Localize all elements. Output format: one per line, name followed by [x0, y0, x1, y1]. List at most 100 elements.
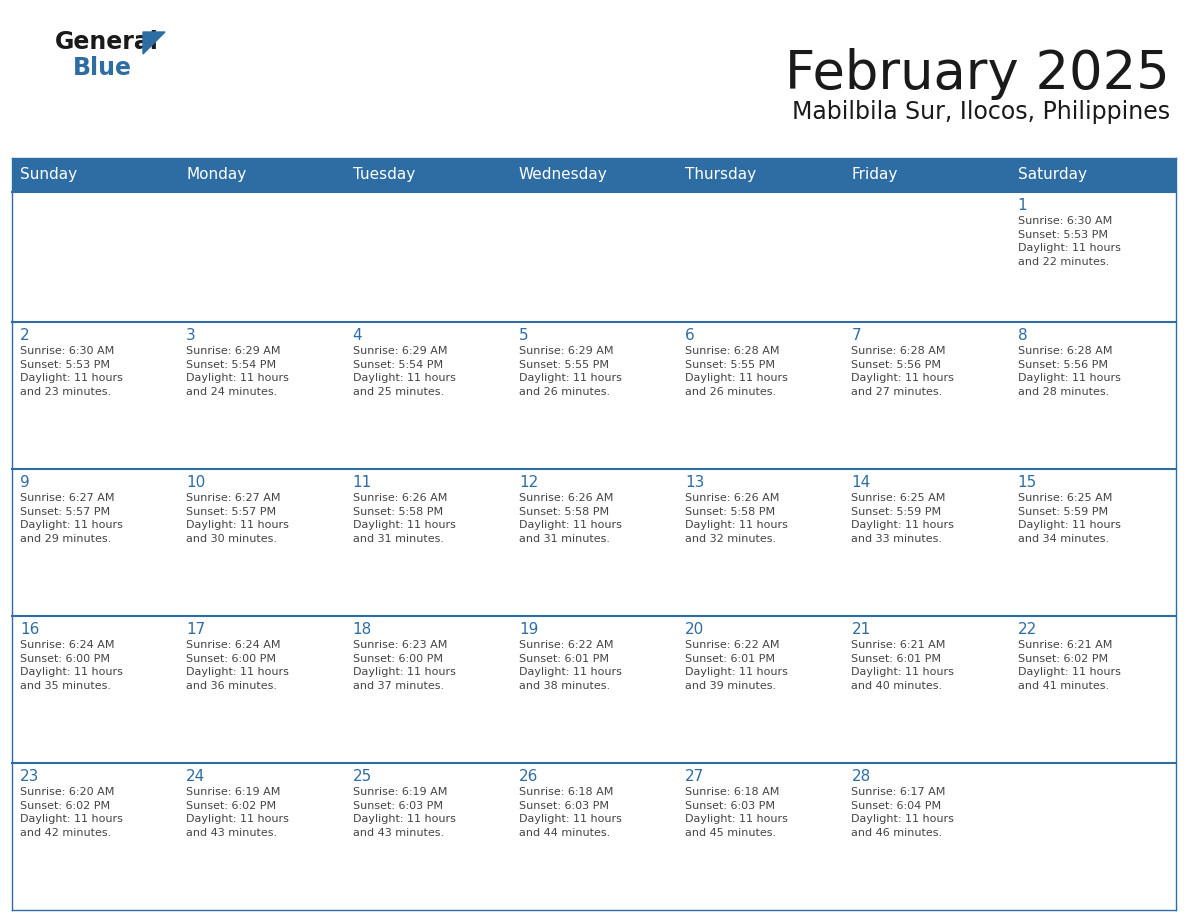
Bar	[178, 763, 345, 910]
Bar	[511, 616, 677, 763]
Text: Sunrise: 6:22 AM
Sunset: 6:01 PM
Daylight: 11 hours
and 38 minutes.: Sunrise: 6:22 AM Sunset: 6:01 PM Dayligh…	[519, 640, 621, 691]
Text: Sunrise: 6:29 AM
Sunset: 5:55 PM
Daylight: 11 hours
and 26 minutes.: Sunrise: 6:29 AM Sunset: 5:55 PM Dayligh…	[519, 346, 621, 397]
Text: Sunrise: 6:21 AM
Sunset: 6:01 PM
Daylight: 11 hours
and 40 minutes.: Sunrise: 6:21 AM Sunset: 6:01 PM Dayligh…	[852, 640, 954, 691]
Text: 22: 22	[1018, 622, 1037, 637]
Text: 14: 14	[852, 475, 871, 490]
Text: 9: 9	[20, 475, 30, 490]
Text: Sunrise: 6:26 AM
Sunset: 5:58 PM
Daylight: 11 hours
and 31 minutes.: Sunrise: 6:26 AM Sunset: 5:58 PM Dayligh…	[353, 493, 455, 543]
Bar	[677, 192, 843, 322]
Polygon shape	[143, 32, 165, 54]
Text: 16: 16	[20, 622, 39, 637]
Bar	[1010, 322, 1176, 469]
Bar	[511, 158, 677, 192]
Text: Tuesday: Tuesday	[353, 167, 415, 183]
Text: 1: 1	[1018, 198, 1028, 213]
Text: Sunrise: 6:28 AM
Sunset: 5:56 PM
Daylight: 11 hours
and 28 minutes.: Sunrise: 6:28 AM Sunset: 5:56 PM Dayligh…	[1018, 346, 1120, 397]
Text: 20: 20	[685, 622, 704, 637]
Text: Blue: Blue	[72, 56, 132, 80]
Bar	[1010, 616, 1176, 763]
Text: February 2025: February 2025	[785, 48, 1170, 100]
Text: 24: 24	[187, 769, 206, 784]
Text: Sunrise: 6:18 AM
Sunset: 6:03 PM
Daylight: 11 hours
and 45 minutes.: Sunrise: 6:18 AM Sunset: 6:03 PM Dayligh…	[685, 787, 788, 838]
Text: Sunrise: 6:27 AM
Sunset: 5:57 PM
Daylight: 11 hours
and 30 minutes.: Sunrise: 6:27 AM Sunset: 5:57 PM Dayligh…	[187, 493, 289, 543]
Text: 15: 15	[1018, 475, 1037, 490]
Text: Sunrise: 6:30 AM
Sunset: 5:53 PM
Daylight: 11 hours
and 23 minutes.: Sunrise: 6:30 AM Sunset: 5:53 PM Dayligh…	[20, 346, 122, 397]
Text: Monday: Monday	[187, 167, 247, 183]
Bar	[12, 763, 178, 910]
Text: Sunrise: 6:24 AM
Sunset: 6:00 PM
Daylight: 11 hours
and 36 minutes.: Sunrise: 6:24 AM Sunset: 6:00 PM Dayligh…	[187, 640, 289, 691]
Bar	[178, 158, 345, 192]
Text: Sunrise: 6:28 AM
Sunset: 5:55 PM
Daylight: 11 hours
and 26 minutes.: Sunrise: 6:28 AM Sunset: 5:55 PM Dayligh…	[685, 346, 788, 397]
Text: 7: 7	[852, 328, 861, 343]
Text: 6: 6	[685, 328, 695, 343]
Text: Sunrise: 6:29 AM
Sunset: 5:54 PM
Daylight: 11 hours
and 24 minutes.: Sunrise: 6:29 AM Sunset: 5:54 PM Dayligh…	[187, 346, 289, 397]
Text: Wednesday: Wednesday	[519, 167, 607, 183]
Bar	[345, 616, 511, 763]
Bar	[12, 158, 178, 192]
Text: Sunrise: 6:23 AM
Sunset: 6:00 PM
Daylight: 11 hours
and 37 minutes.: Sunrise: 6:23 AM Sunset: 6:00 PM Dayligh…	[353, 640, 455, 691]
Text: 27: 27	[685, 769, 704, 784]
Bar	[843, 469, 1010, 616]
Text: 21: 21	[852, 622, 871, 637]
Bar	[843, 616, 1010, 763]
Text: Sunday: Sunday	[20, 167, 77, 183]
Text: 18: 18	[353, 622, 372, 637]
Bar	[511, 322, 677, 469]
Bar	[511, 469, 677, 616]
Text: 23: 23	[20, 769, 39, 784]
Bar	[677, 158, 843, 192]
Text: 12: 12	[519, 475, 538, 490]
Bar	[345, 763, 511, 910]
Text: 26: 26	[519, 769, 538, 784]
Bar	[178, 192, 345, 322]
Bar	[843, 192, 1010, 322]
Text: General: General	[55, 30, 159, 54]
Text: Saturday: Saturday	[1018, 167, 1087, 183]
Text: Sunrise: 6:27 AM
Sunset: 5:57 PM
Daylight: 11 hours
and 29 minutes.: Sunrise: 6:27 AM Sunset: 5:57 PM Dayligh…	[20, 493, 122, 543]
Text: Sunrise: 6:20 AM
Sunset: 6:02 PM
Daylight: 11 hours
and 42 minutes.: Sunrise: 6:20 AM Sunset: 6:02 PM Dayligh…	[20, 787, 122, 838]
Text: 19: 19	[519, 622, 538, 637]
Bar	[345, 469, 511, 616]
Text: Sunrise: 6:17 AM
Sunset: 6:04 PM
Daylight: 11 hours
and 46 minutes.: Sunrise: 6:17 AM Sunset: 6:04 PM Dayligh…	[852, 787, 954, 838]
Bar	[843, 763, 1010, 910]
Text: Friday: Friday	[852, 167, 898, 183]
Bar	[12, 469, 178, 616]
Text: Thursday: Thursday	[685, 167, 757, 183]
Text: 10: 10	[187, 475, 206, 490]
Bar	[677, 322, 843, 469]
Text: 25: 25	[353, 769, 372, 784]
Bar	[1010, 763, 1176, 910]
Text: 3: 3	[187, 328, 196, 343]
Bar	[345, 158, 511, 192]
Text: 13: 13	[685, 475, 704, 490]
Bar	[345, 192, 511, 322]
Bar	[843, 322, 1010, 469]
Bar	[12, 616, 178, 763]
Text: Sunrise: 6:30 AM
Sunset: 5:53 PM
Daylight: 11 hours
and 22 minutes.: Sunrise: 6:30 AM Sunset: 5:53 PM Dayligh…	[1018, 216, 1120, 267]
Text: 11: 11	[353, 475, 372, 490]
Bar	[12, 322, 178, 469]
Text: Sunrise: 6:24 AM
Sunset: 6:00 PM
Daylight: 11 hours
and 35 minutes.: Sunrise: 6:24 AM Sunset: 6:00 PM Dayligh…	[20, 640, 122, 691]
Bar	[677, 763, 843, 910]
Text: Mabilbila Sur, Ilocos, Philippines: Mabilbila Sur, Ilocos, Philippines	[792, 100, 1170, 124]
Bar	[1010, 192, 1176, 322]
Bar	[677, 616, 843, 763]
Bar	[12, 192, 178, 322]
Text: Sunrise: 6:26 AM
Sunset: 5:58 PM
Daylight: 11 hours
and 31 minutes.: Sunrise: 6:26 AM Sunset: 5:58 PM Dayligh…	[519, 493, 621, 543]
Text: Sunrise: 6:25 AM
Sunset: 5:59 PM
Daylight: 11 hours
and 34 minutes.: Sunrise: 6:25 AM Sunset: 5:59 PM Dayligh…	[1018, 493, 1120, 543]
Bar	[511, 763, 677, 910]
Bar	[511, 192, 677, 322]
Text: 2: 2	[20, 328, 30, 343]
Text: Sunrise: 6:19 AM
Sunset: 6:03 PM
Daylight: 11 hours
and 43 minutes.: Sunrise: 6:19 AM Sunset: 6:03 PM Dayligh…	[353, 787, 455, 838]
Bar	[178, 469, 345, 616]
Bar	[345, 322, 511, 469]
Text: 8: 8	[1018, 328, 1028, 343]
Text: Sunrise: 6:29 AM
Sunset: 5:54 PM
Daylight: 11 hours
and 25 minutes.: Sunrise: 6:29 AM Sunset: 5:54 PM Dayligh…	[353, 346, 455, 397]
Text: 17: 17	[187, 622, 206, 637]
Bar	[1010, 469, 1176, 616]
Text: Sunrise: 6:19 AM
Sunset: 6:02 PM
Daylight: 11 hours
and 43 minutes.: Sunrise: 6:19 AM Sunset: 6:02 PM Dayligh…	[187, 787, 289, 838]
Text: 5: 5	[519, 328, 529, 343]
Bar	[1010, 158, 1176, 192]
Bar	[178, 322, 345, 469]
Bar	[677, 469, 843, 616]
